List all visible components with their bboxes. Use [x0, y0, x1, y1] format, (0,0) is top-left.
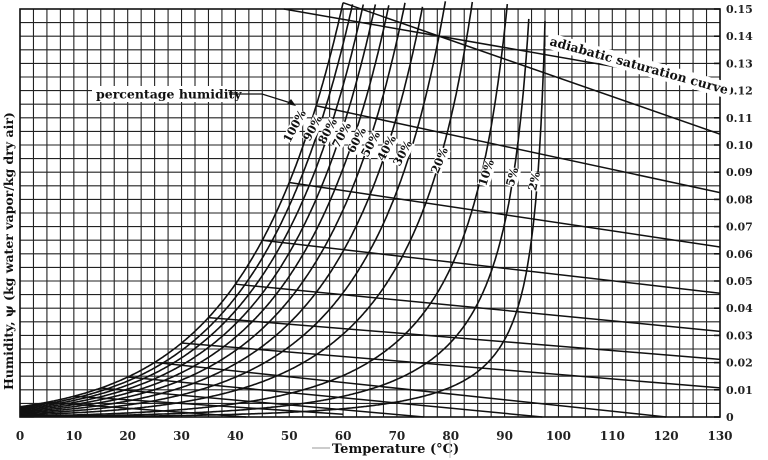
x-tick-label: 30	[173, 429, 190, 443]
humidity-curve-60pct	[19, 5, 390, 412]
x-tick-label: 90	[496, 429, 513, 443]
adiabatic-label-bg	[545, 32, 733, 99]
y-tick-label: 0.05	[726, 275, 753, 288]
y-tick-label: 0.08	[726, 193, 753, 206]
humidity-curve-2pct	[20, 21, 546, 418]
adiabatic-line	[315, 104, 721, 194]
x-tick-label: 70	[389, 429, 406, 443]
adiabatic-line	[208, 316, 721, 361]
humidity-curve-5pct	[20, 18, 530, 418]
y-tick-label: 0.12	[726, 85, 753, 98]
x-axis-title: Temperature (°C)	[332, 442, 459, 457]
percentage-humidity-label: percentage humidity	[96, 87, 242, 102]
y-tick-label: 0.06	[726, 248, 753, 261]
y-tick-label: 0.11	[726, 112, 753, 125]
x-tick-label: 130	[707, 429, 732, 443]
svg-text:20%: 20%	[428, 145, 451, 175]
x-tick-label: 40	[227, 429, 244, 443]
y-axis-title: Humidity, ψ (kg water vapor/kg dry air)	[1, 112, 16, 390]
x-tick-label: 20	[119, 429, 136, 443]
humidity-curves	[19, 1, 546, 418]
humidity-curve-40pct	[19, 6, 424, 414]
humidity-curve-90pct	[19, 4, 354, 409]
y-tick-label: 0.09	[726, 166, 753, 179]
curve-label-20pct: 20%	[428, 145, 451, 175]
adiabatic-line	[100, 387, 424, 418]
y-tick-label: 0	[726, 411, 734, 424]
arrow-head-icon	[287, 99, 296, 106]
humidity-curve-20pct	[20, 1, 474, 416]
y-tick-label: 0.03	[726, 329, 753, 342]
y-tick-label: 0.13	[726, 57, 753, 70]
annotation-arrow	[229, 93, 295, 105]
adiabatic-line	[181, 342, 721, 389]
curve-label-2pct: 2%	[525, 170, 543, 192]
y-tick-label: 0.15	[726, 3, 753, 16]
humidity-curve-50pct	[19, 2, 406, 413]
adiabatic-line	[262, 239, 721, 294]
x-tick-label: 60	[335, 429, 352, 443]
x-tick-label: 50	[281, 429, 298, 443]
adiabatic-line	[127, 376, 543, 418]
plot-frame	[19, 8, 721, 418]
y-tick-label: 0.04	[726, 302, 753, 315]
x-tick-label: 110	[600, 429, 625, 443]
adiabatic-line	[154, 361, 667, 418]
svg-text:5%: 5%	[503, 166, 521, 188]
humidity-curve-10pct	[20, 4, 509, 417]
y-tick-label: 0.14	[726, 30, 753, 43]
y-tick-label: 0.10	[726, 139, 753, 152]
humidity-curve-80pct	[19, 4, 365, 410]
x-tick-label: 80	[442, 429, 459, 443]
adiabatic-line	[289, 181, 721, 248]
axis-ticks: 0 10 20 30 40 50 60 70 80 90 100 110 120 130 0 0.01 0.02…	[16, 3, 753, 443]
x-tick-label: 100	[546, 429, 571, 443]
humidity-curve-100pct	[19, 2, 344, 408]
humidity-curve-70pct	[19, 4, 377, 411]
y-tick-label: 0.07	[726, 221, 753, 234]
y-tick-label: 0.01	[726, 384, 753, 397]
x-tick-label: 120	[654, 429, 679, 443]
y-tick-label: 0.02	[726, 357, 753, 370]
grid-lines	[19, 8, 721, 418]
svg-text:2%: 2%	[525, 170, 543, 191]
x-tick-label: 0	[16, 429, 24, 443]
x-tick-label: 10	[65, 429, 82, 443]
percentage-humidity-label-bg	[92, 86, 228, 102]
curve-labels: 100%90%80%70%60%50%40%30% 20% 10% 5% 2%	[280, 107, 543, 192]
humidity-curve-30pct	[20, 1, 447, 415]
adiabatic-line	[342, 1, 721, 135]
curve-label-5pct: 5%	[503, 166, 521, 188]
